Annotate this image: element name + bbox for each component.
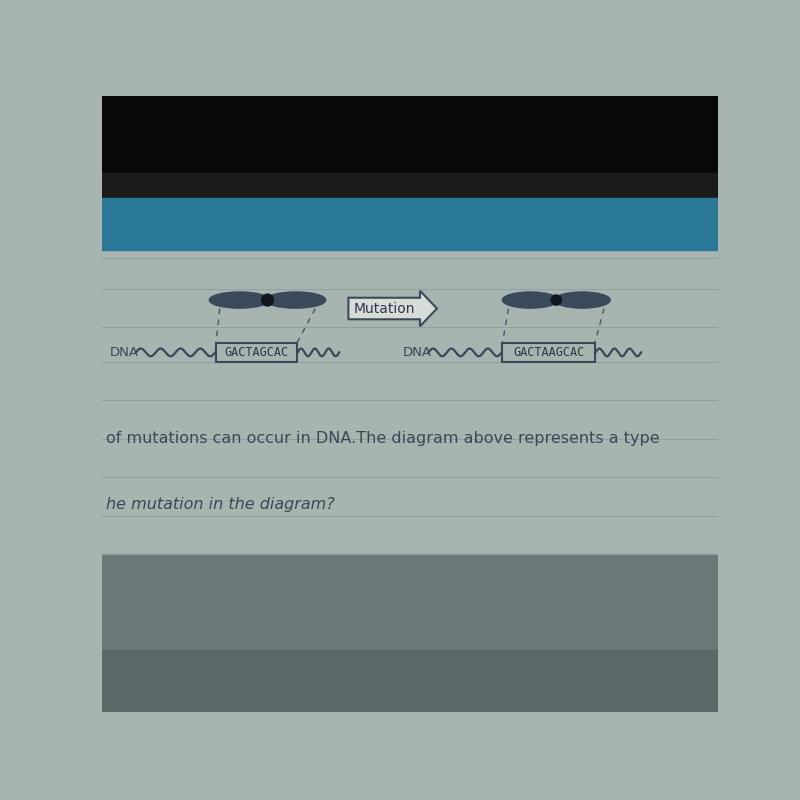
- Polygon shape: [349, 291, 437, 326]
- Ellipse shape: [551, 295, 562, 305]
- Text: he mutation in the diagram?: he mutation in the diagram?: [106, 497, 334, 512]
- Bar: [102, 173, 718, 198]
- Bar: [102, 96, 718, 173]
- Ellipse shape: [266, 292, 326, 308]
- FancyBboxPatch shape: [502, 343, 594, 362]
- Text: of mutations can occur in DNA.The diagram above represents a type: of mutations can occur in DNA.The diagra…: [106, 431, 659, 446]
- Text: GACTAGCAC: GACTAGCAC: [224, 346, 289, 359]
- Ellipse shape: [262, 294, 274, 306]
- Bar: [102, 198, 718, 250]
- Ellipse shape: [554, 292, 610, 308]
- Bar: [102, 554, 718, 712]
- Ellipse shape: [210, 292, 270, 308]
- Bar: [102, 650, 718, 712]
- Ellipse shape: [502, 292, 558, 308]
- Text: Mutation: Mutation: [354, 302, 415, 315]
- Text: GACTAAGCAC: GACTAAGCAC: [513, 346, 584, 359]
- Text: DNA: DNA: [110, 346, 138, 359]
- FancyBboxPatch shape: [216, 343, 297, 362]
- Text: DNA: DNA: [402, 346, 431, 359]
